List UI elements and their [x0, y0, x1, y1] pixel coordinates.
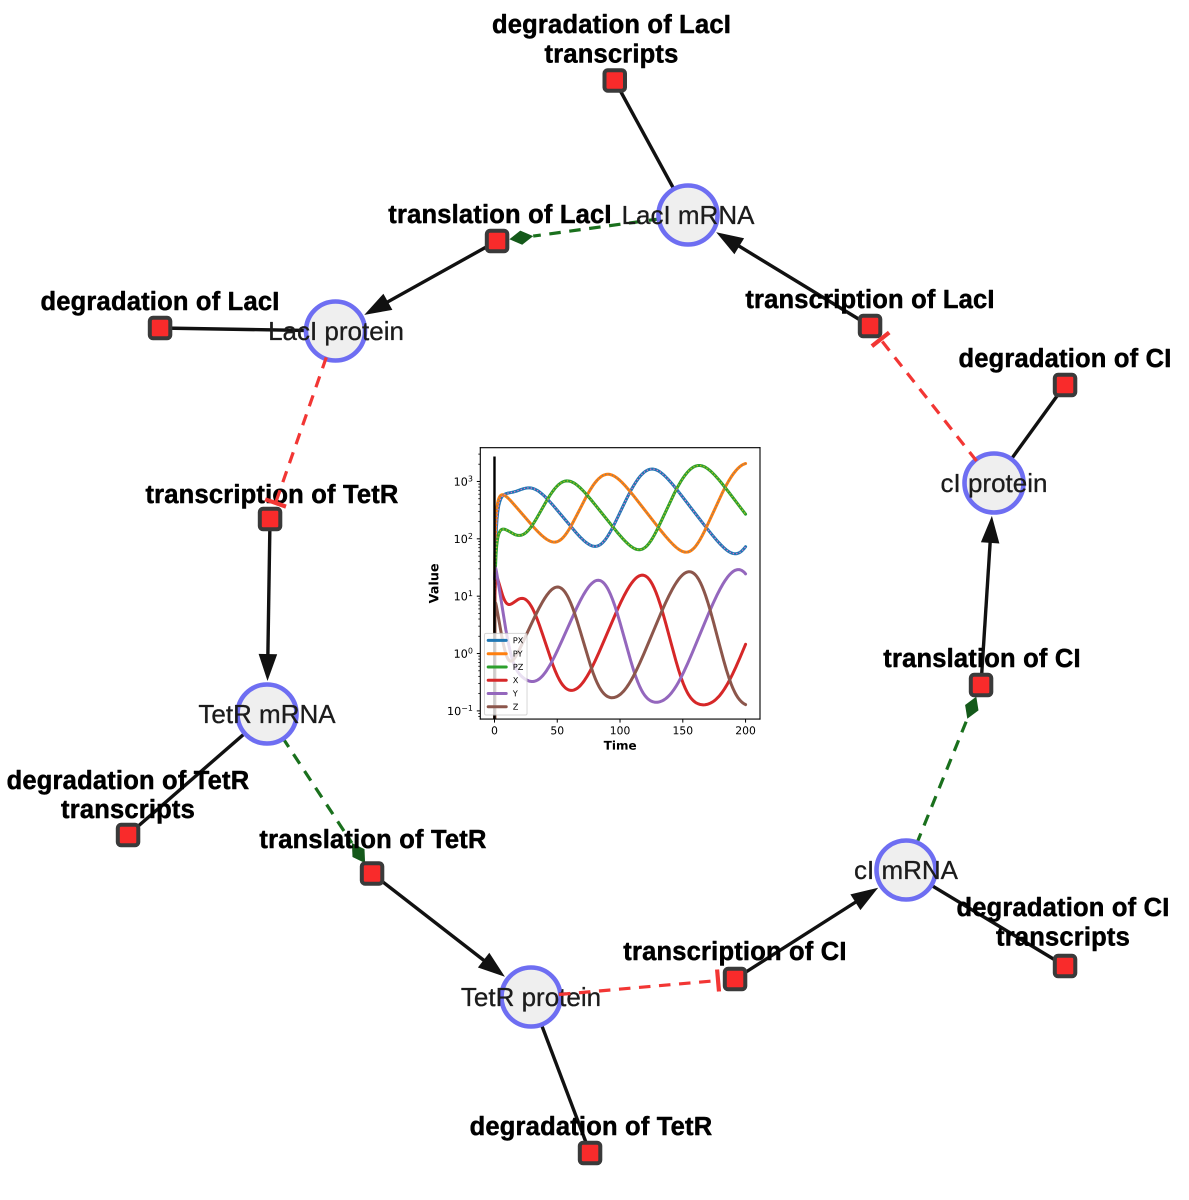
- svg-text:LacI mRNA: LacI mRNA: [622, 200, 756, 230]
- svg-text:transcription of TetR: transcription of TetR: [145, 481, 398, 509]
- svg-text:transcription of CI: transcription of CI: [623, 938, 846, 966]
- svg-text:degradation of LacI: degradation of LacI: [492, 11, 731, 39]
- svg-text:LacI protein: LacI protein: [268, 316, 404, 346]
- svg-text:degradation of CI: degradation of CI: [958, 345, 1171, 373]
- svg-text:cI mRNA: cI mRNA: [854, 855, 959, 885]
- svg-text:degradation of CI: degradation of CI: [956, 894, 1169, 922]
- svg-text:transcripts: transcripts: [545, 40, 679, 68]
- svg-text:transcripts: transcripts: [61, 796, 195, 824]
- svg-text:transcription of LacI: transcription of LacI: [745, 286, 994, 314]
- svg-text:cI protein: cI protein: [941, 468, 1048, 498]
- svg-text:degradation of TetR: degradation of TetR: [470, 1113, 713, 1141]
- svg-text:translation of TetR: translation of TetR: [259, 826, 486, 854]
- svg-text:degradation of LacI: degradation of LacI: [41, 288, 280, 316]
- svg-text:translation of LacI: translation of LacI: [388, 201, 611, 229]
- svg-text:TetR protein: TetR protein: [461, 982, 601, 1012]
- svg-text:translation of CI: translation of CI: [883, 645, 1081, 673]
- svg-text:transcripts: transcripts: [996, 924, 1130, 952]
- svg-text:degradation of TetR: degradation of TetR: [7, 767, 250, 795]
- svg-text:TetR mRNA: TetR mRNA: [198, 699, 336, 729]
